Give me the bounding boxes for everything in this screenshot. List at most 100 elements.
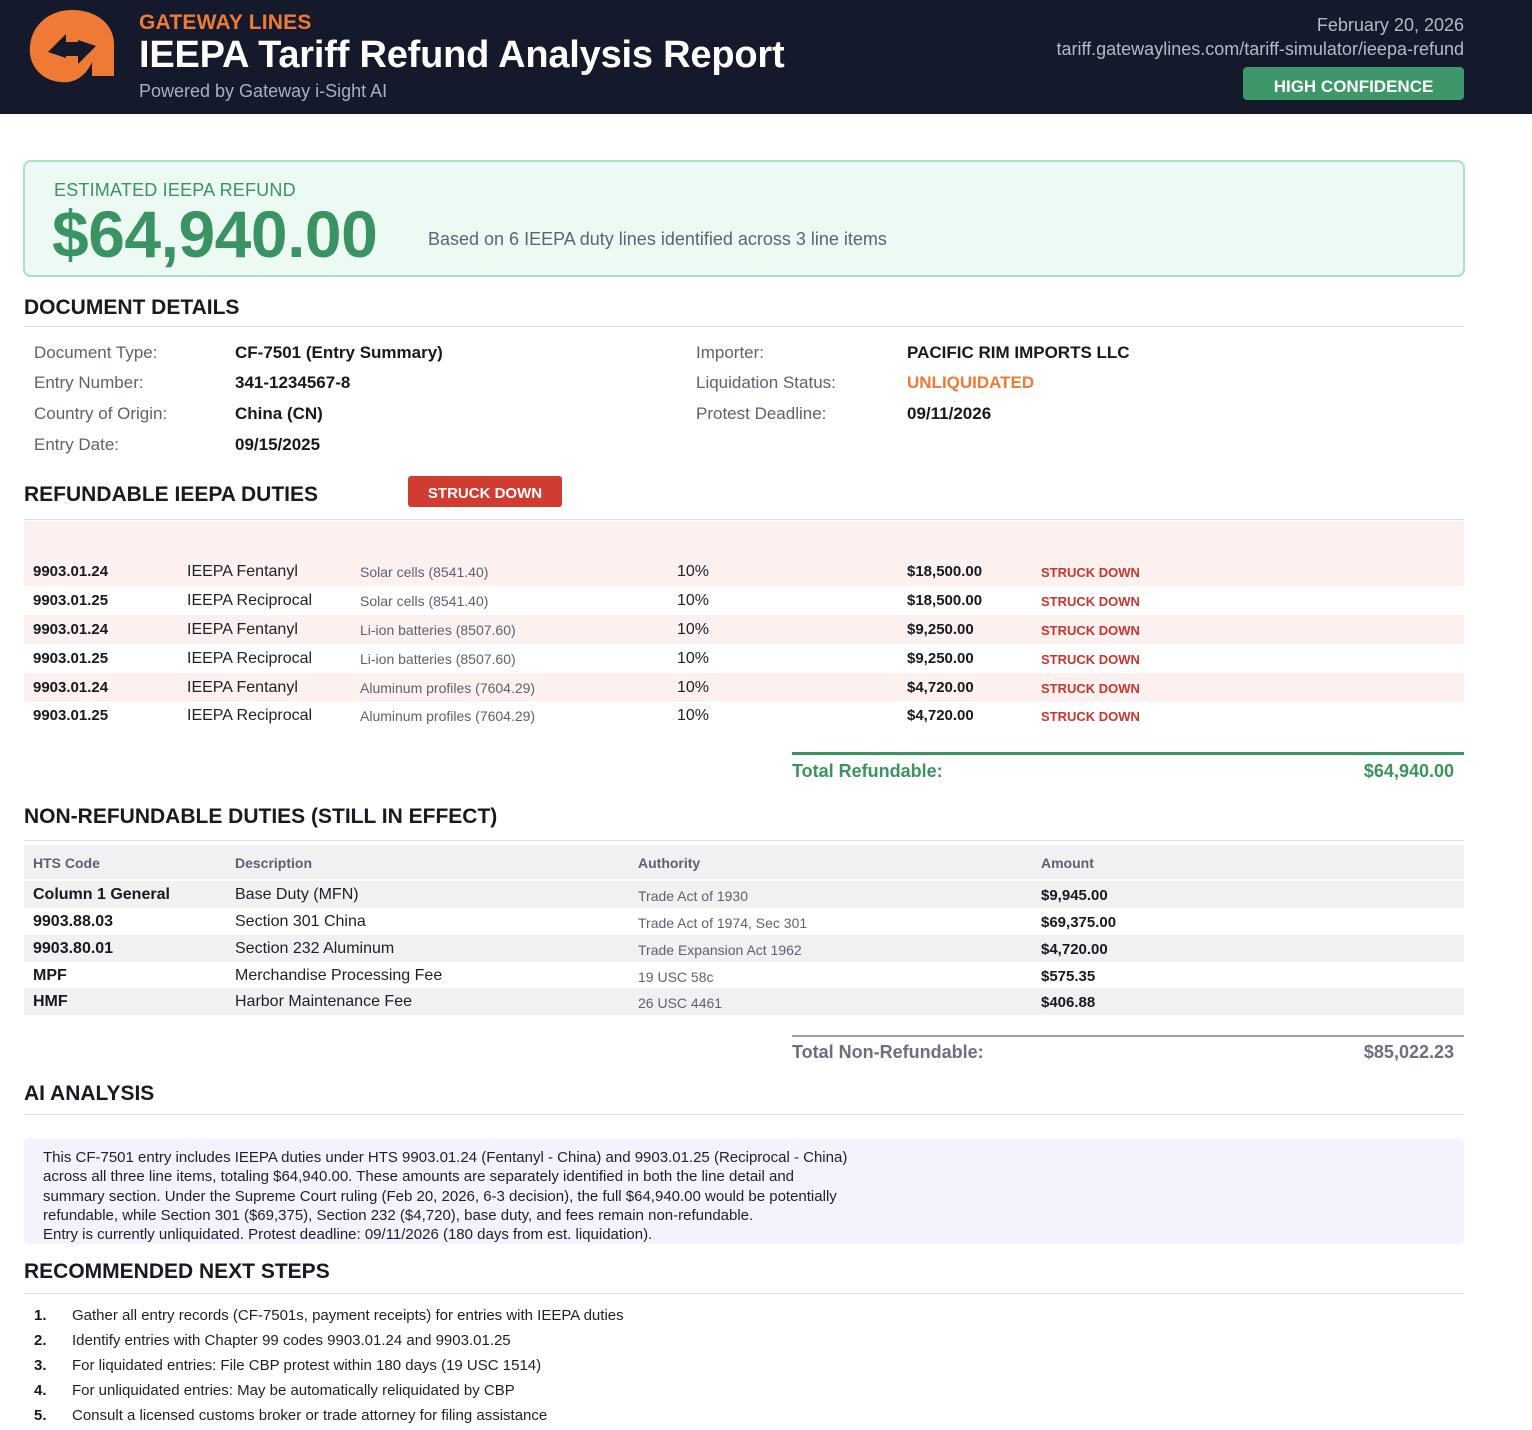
report-url[interactable]: tariff.gatewaylines.com/tariff-simulator… (1056, 39, 1464, 59)
duty-authority: Trade Expansion Act 1962 (638, 942, 802, 958)
hts-code: 9903.88.03 (33, 913, 114, 930)
duty-type: IEEPA Fentanyl (187, 679, 298, 696)
ai-analysis-heading: AI ANALYSIS (24, 1082, 155, 1105)
ai-analysis-line: refundable, while Section 301 ($69,375),… (43, 1206, 754, 1224)
step-text: Identify entries with Chapter 99 codes 9… (72, 1332, 511, 1349)
duty-amount: $9,945.00 (1041, 887, 1108, 904)
table-row: MPF Merchandise Processing Fee 19 USC 58… (24, 962, 1464, 989)
duty-authority: 26 USC 4461 (638, 995, 723, 1011)
step-number: 2. (34, 1332, 47, 1349)
divider (24, 1114, 1464, 1115)
duty-rate: 10% (677, 679, 710, 696)
non-refundable-duties-heading: NON-REFUNDABLE DUTIES (STILL IN EFFECT) (24, 805, 498, 828)
report-date: February 20, 2026 (1316, 15, 1464, 35)
list-item: 3. For liquidated entries: File CBP prot… (24, 1357, 1124, 1381)
entry-date-value: 09/15/2025 (235, 435, 321, 454)
duty-amount: $575.35 (1041, 968, 1096, 985)
column-header-description: Description (235, 855, 313, 871)
hts-code: Column 1 General (33, 886, 170, 903)
ai-analysis-line: across all three line items, totaling $6… (43, 1168, 795, 1186)
hts-code: 9903.01.25 (33, 592, 109, 609)
duty-type: IEEPA Fentanyl (187, 563, 298, 580)
importer-label: Importer: (696, 343, 765, 362)
duty-type: IEEPA Reciprocal (187, 592, 313, 609)
refund-label: ESTIMATED IEEPA REFUND (54, 180, 296, 200)
list-item: 1. Gather all entry records (CF-7501s, p… (24, 1307, 1124, 1331)
step-text: For liquidated entries: File CBP protest… (72, 1357, 542, 1374)
duty-amount: $9,250.00 (907, 650, 974, 667)
hts-code: 9903.80.01 (33, 940, 114, 957)
step-number: 4. (34, 1382, 47, 1399)
divider (24, 519, 1464, 520)
next-steps-heading: RECOMMENDED NEXT STEPS (24, 1260, 330, 1283)
hts-code: 9903.01.24 (33, 621, 109, 638)
importer-value: PACIFIC RIM IMPORTS LLC (907, 343, 1130, 362)
product-description: Solar cells (8541.40) (360, 564, 489, 580)
list-item: 5. Consult a licensed customs broker or … (24, 1407, 1124, 1430)
table-row: 9903.01.25 IEEPA Reciprocal Li-ion batte… (24, 644, 1464, 673)
duty-authority: 19 USC 58c (638, 969, 714, 985)
status-badge: STRUCK DOWN (1041, 594, 1140, 609)
refund-amount: $64,940.00 (52, 197, 378, 271)
entry-number-label: Entry Number: (34, 373, 144, 392)
duty-description: Section 301 China (235, 913, 366, 930)
duty-description: Harbor Maintenance Fee (235, 993, 412, 1010)
duty-description: Base Duty (MFN) (235, 886, 359, 903)
hts-code: 9903.01.25 (33, 650, 109, 667)
total-refundable-divider (792, 752, 1464, 755)
divider (24, 1293, 1464, 1294)
total-refundable-value: $64,940.00 (1363, 761, 1454, 781)
table-row: HMF Harbor Maintenance Fee 26 USC 4461 $… (24, 988, 1464, 1015)
protest-deadline-label: Protest Deadline: (696, 404, 827, 423)
table-row: 9903.01.24 IEEPA Fentanyl Solar cells (8… (24, 557, 1464, 586)
total-non-refundable-label: Total Non-Refundable: (792, 1042, 984, 1062)
duty-authority: Trade Act of 1974, Sec 301 (638, 915, 808, 931)
duty-rate: 10% (677, 621, 710, 638)
duty-amount: $18,500.00 (907, 563, 983, 580)
total-non-refundable-value: $85,022.23 (1363, 1042, 1454, 1062)
duty-description: Section 232 Aluminum (235, 940, 395, 957)
total-non-refundable-divider (792, 1035, 1464, 1037)
table-row: Column 1 General Base Duty (MFN) Trade A… (24, 881, 1464, 908)
step-text: Consult a licensed customs broker or tra… (72, 1407, 548, 1424)
hts-code: MPF (33, 967, 67, 984)
ai-analysis-line: summary section. Under the Supreme Court… (43, 1187, 837, 1205)
protest-deadline-value: 09/11/2026 (907, 404, 992, 423)
entry-number-value: 341-1234567-8 (235, 373, 351, 392)
table-row: 9903.01.25 IEEPA Reciprocal Solar cells … (24, 586, 1464, 615)
hts-code: 9903.01.25 (33, 707, 109, 724)
step-text: For unliquidated entries: May be automat… (72, 1382, 515, 1399)
duty-amount: $406.88 (1041, 994, 1096, 1011)
refund-note: Based on 6 IEEPA duty lines identified a… (428, 229, 887, 249)
hts-code: 9903.01.24 (33, 563, 109, 580)
status-badge: STRUCK DOWN (1041, 709, 1140, 724)
confidence-badge: HIGH CONFIDENCE (1243, 67, 1464, 100)
liquidation-status-label: Liquidation Status: (696, 373, 836, 392)
estimated-refund-panel: ESTIMATED IEEPA REFUND $64,940.00 Based … (23, 160, 1465, 277)
table-row: 9903.01.24 IEEPA Fentanyl Li-ion batteri… (24, 615, 1464, 644)
refundable-duties-heading: REFUNDABLE IEEPA DUTIES (24, 483, 319, 506)
hts-code: HMF (33, 993, 68, 1010)
status-badge: STRUCK DOWN (1041, 652, 1140, 667)
step-text: Gather all entry records (CF-7501s, paym… (72, 1307, 624, 1324)
duty-amount: $69,375.00 (1041, 914, 1117, 931)
divider (24, 840, 1464, 841)
duty-rate: 10% (677, 707, 710, 724)
status-badge: STRUCK DOWN (1041, 565, 1140, 580)
refundable-table-header (24, 521, 1464, 557)
document-type-value: CF-7501 (Entry Summary) (235, 343, 443, 362)
list-item: 4. For unliquidated entries: May be auto… (24, 1382, 1124, 1406)
product-description: Aluminum profiles (7604.29) (360, 680, 536, 696)
ai-analysis-line: This CF-7501 entry includes IEEPA duties… (43, 1149, 848, 1166)
duty-type: IEEPA Reciprocal (187, 650, 313, 667)
status-badge: STRUCK DOWN (1041, 623, 1140, 638)
ai-analysis-panel: This CF-7501 entry includes IEEPA duties… (24, 1138, 1464, 1244)
report-header: GATEWAY LINES IEEPA Tariff Refund Analys… (0, 0, 1532, 114)
report-title: IEEPA Tariff Refund Analysis Report (139, 34, 785, 76)
duty-amount: $9,250.00 (907, 621, 974, 638)
liquidation-status-value: UNLIQUIDATED (907, 373, 1035, 392)
table-row: 9903.01.25 IEEPA Reciprocal Aluminum pro… (24, 701, 1464, 730)
duty-amount: $4,720.00 (1041, 941, 1108, 958)
duty-amount: $4,720.00 (907, 679, 974, 696)
ai-analysis-line: Entry is currently unliquidated. Protest… (43, 1226, 653, 1244)
